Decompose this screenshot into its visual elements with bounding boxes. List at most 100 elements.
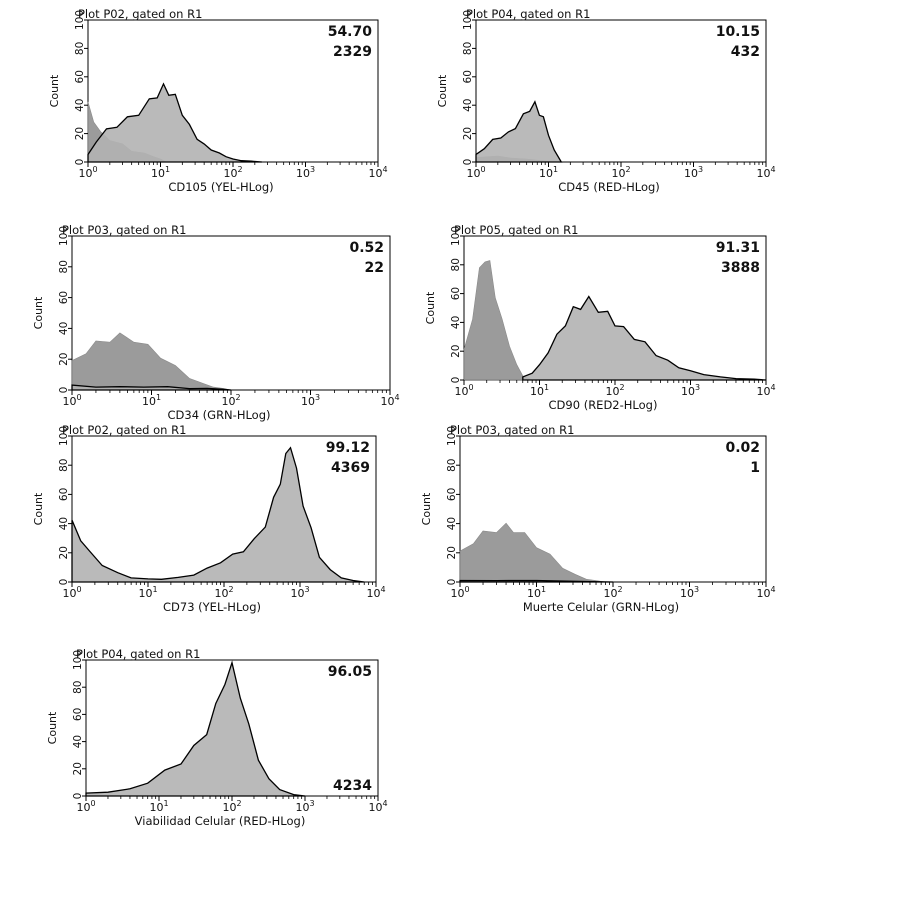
chart-7-ytick-label: 100 <box>72 650 84 670</box>
chart-6-stat-percent: 0.02 <box>725 440 760 456</box>
chart-4-xtick-label: 101 <box>530 383 549 398</box>
chart-7-title: Plot P04, gated on R1 <box>76 647 200 661</box>
chart-1-ytick-label: 60 <box>74 70 86 83</box>
chart-5-xlabel: CD73 (YEL-HLog) <box>163 600 261 614</box>
chart-4-xtick-label: 102 <box>605 383 624 398</box>
chart-4-ytick-label: 60 <box>450 287 462 300</box>
chart-2-ytick-label: 40 <box>462 99 474 112</box>
chart-4: Plot P05, gated on R1 0 20 40 60 80 100 Count 10… <box>424 223 776 412</box>
chart-1-ylabel: Count <box>48 74 61 107</box>
chart-5-ytick-label: 20 <box>58 546 70 559</box>
chart-6: Plot P03, gated on R1 0 20 40 60 80 100 Count 10… <box>420 423 776 614</box>
chart-6-ytick-label: 60 <box>446 488 458 501</box>
chart-7-xtick-label: 103 <box>295 799 314 814</box>
chart-4-ytick-label: 100 <box>450 226 462 246</box>
chart-6-xtick-label: 103 <box>680 585 699 600</box>
chart-2-xtick-label: 102 <box>611 165 630 180</box>
chart-4-ytick-label: 40 <box>450 316 462 329</box>
chart-1-xtick-label: 100 <box>78 165 97 180</box>
chart-3-xtick-label: 104 <box>380 393 399 408</box>
chart-2-ytick-label: 80 <box>462 42 474 55</box>
chart-3-ytick-label: 0 <box>58 387 70 394</box>
chart-2-series-sample <box>475 100 563 163</box>
chart-2-ylabel: Count <box>436 74 449 107</box>
chart-4-ytick-label: 0 <box>450 377 462 384</box>
chart-1-xtick-label: 101 <box>151 165 170 180</box>
chart-3-stat-percent: 0.52 <box>349 240 384 256</box>
chart-5-ylabel: Count <box>32 492 45 525</box>
chart-7-xtick-label: 101 <box>149 799 168 814</box>
chart-2-ytick-label: 0 <box>462 159 474 166</box>
chart-1-xtick-label: 104 <box>368 165 387 180</box>
chart-5-ytick-label: 60 <box>58 488 70 501</box>
chart-7-series-sample <box>85 660 306 797</box>
chart-1-ytick-label: 20 <box>74 127 86 140</box>
chart-7-ytick-label: 0 <box>72 793 84 800</box>
chart-4-xlabel: CD90 (RED2-HLog) <box>549 398 658 412</box>
chart-4-ylabel: Count <box>424 291 437 324</box>
chart-5-xtick-label: 101 <box>138 585 157 600</box>
chart-5-title: Plot P02, gated on R1 <box>62 423 186 437</box>
chart-7-stat-count: 4234 <box>333 778 372 794</box>
chart-3-xtick-label: 101 <box>142 393 161 408</box>
chart-4-stat-count: 3888 <box>721 260 760 276</box>
chart-4-title: Plot P05, gated on R1 <box>454 223 578 237</box>
chart-5-series-sample <box>71 446 365 583</box>
chart-6-xtick-label: 104 <box>756 585 775 600</box>
chart-4-stat-percent: 91.31 <box>716 240 760 256</box>
chart-5-ytick-label: 0 <box>58 579 70 586</box>
chart-6-ylabel: Count <box>420 492 433 525</box>
chart-7: Plot P04, gated on R1 0 20 40 60 80 100 Count 10… <box>46 647 388 828</box>
chart-2-xlabel: CD45 (RED-HLog) <box>558 180 660 194</box>
chart-1-xlabel: CD105 (YEL-HLog) <box>168 180 273 194</box>
chart-5-xtick-label: 100 <box>62 585 81 600</box>
chart-2-xtick-label: 104 <box>756 165 775 180</box>
chart-1-xtick-label: 102 <box>223 165 242 180</box>
chart-5-ytick-label: 40 <box>58 517 70 530</box>
chart-1-ytick-label: 80 <box>74 42 86 55</box>
chart-6-ytick-label: 40 <box>446 517 458 530</box>
chart-2-title: Plot P04, gated on R1 <box>466 7 590 21</box>
chart-3-xtick-label: 103 <box>301 393 320 408</box>
chart-7-xtick-label: 100 <box>76 799 95 814</box>
chart-6-series-control <box>459 522 606 583</box>
chart-6-ytick-label: 80 <box>446 459 458 472</box>
chart-1-ytick-label: 0 <box>74 159 86 166</box>
chart-1: Plot P02, gated on R1 0 20 40 60 80 100 Count 10… <box>48 7 388 194</box>
chart-6-xtick-label: 100 <box>450 585 469 600</box>
chart-7-ylabel: Count <box>46 711 59 744</box>
chart-4-ytick-label: 80 <box>450 258 462 271</box>
chart-1-xtick-label: 103 <box>296 165 315 180</box>
chart-7-ytick-label: 80 <box>72 681 84 694</box>
chart-7-ytick-label: 60 <box>72 708 84 721</box>
chart-4-series-sample <box>522 295 767 381</box>
chart-1-ytick-label: 100 <box>74 10 86 30</box>
chart-6-title: Plot P03, gated on R1 <box>450 423 574 437</box>
chart-3-ytick-label: 60 <box>58 291 70 304</box>
chart-3-title: Plot P03, gated on R1 <box>62 223 186 237</box>
chart-4-xtick-label: 100 <box>454 383 473 398</box>
chart-6-ytick-label: 0 <box>446 579 458 586</box>
chart-1-series-sample <box>87 82 262 163</box>
chart-4-ytick-label: 20 <box>450 345 462 358</box>
chart-3-stat-count: 22 <box>365 260 384 276</box>
chart-4-series-control <box>463 260 533 381</box>
chart-3-ytick-label: 20 <box>58 353 70 366</box>
chart-3-ytick-label: 100 <box>58 226 70 246</box>
chart-7-ytick-label: 20 <box>72 762 84 775</box>
chart-7-xlabel: Viabilidad Celular (RED-HLog) <box>135 814 306 828</box>
chart-7-xtick-label: 104 <box>368 799 387 814</box>
chart-5: Plot P02, gated on R1 0 20 40 60 80 100 Count 10… <box>32 423 386 614</box>
chart-3-ylabel: Count <box>32 296 45 329</box>
chart-4-xtick-label: 103 <box>681 383 700 398</box>
chart-5-ytick-label: 80 <box>58 459 70 472</box>
chart-3: Plot P03, gated on R1 0 20 40 60 80 100 Count 10… <box>32 223 400 422</box>
chart-6-ytick-label: 20 <box>446 546 458 559</box>
chart-1-title: Plot P02, gated on R1 <box>78 7 202 21</box>
chart-5-xtick-label: 104 <box>366 585 385 600</box>
chart-6-xlabel: Muerte Celular (GRN-HLog) <box>523 600 679 614</box>
chart-3-xtick-label: 100 <box>62 393 81 408</box>
chart-2-ytick-label: 20 <box>462 127 474 140</box>
chart-5-stat-count: 4369 <box>331 460 370 476</box>
chart-2-ytick-label: 100 <box>462 10 474 30</box>
